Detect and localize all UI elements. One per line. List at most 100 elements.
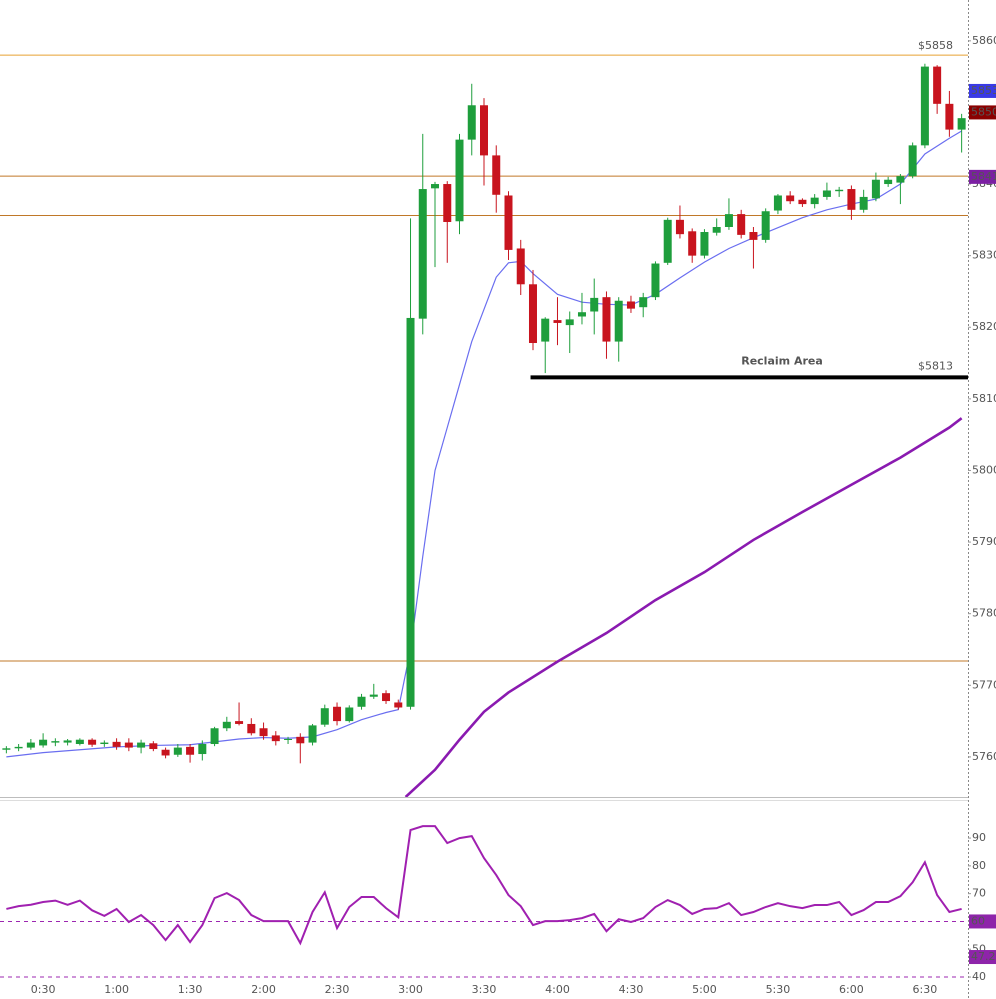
candle-body	[124, 742, 133, 748]
candle-body	[333, 706, 342, 722]
x-tick-label: 2:00	[251, 983, 276, 996]
candle-body	[271, 735, 280, 742]
candle-body	[933, 66, 942, 104]
candle-body	[626, 301, 635, 309]
candle-body	[88, 739, 97, 745]
candle-body	[553, 320, 562, 323]
x-tick-label: 2:30	[325, 983, 350, 996]
candle-body	[724, 214, 733, 227]
candle-body	[259, 728, 268, 737]
x-tick-label: 3:00	[398, 983, 423, 996]
candle-body	[345, 707, 354, 722]
candle-body	[675, 219, 684, 235]
candle-body	[284, 738, 293, 740]
candle-body	[847, 189, 856, 210]
y-tick-label: 40	[972, 970, 986, 983]
candle-body	[602, 297, 611, 342]
candle-body	[528, 284, 537, 344]
y-tick-label: 5810	[972, 392, 996, 405]
candle-body	[51, 741, 60, 743]
candle-body	[320, 708, 329, 725]
price-pane: $5858 Reclaim Area $5813	[0, 39, 968, 797]
candle-body	[198, 744, 207, 755]
x-tick-label: 5:30	[766, 983, 791, 996]
y-tick-label: 5780	[972, 607, 996, 620]
price-badge	[969, 105, 996, 120]
price-badge	[969, 83, 996, 98]
moving-average	[404, 417, 963, 797]
candle-body	[859, 196, 868, 210]
candle-body	[737, 214, 746, 235]
candle-body	[773, 195, 782, 211]
rsi-line	[6, 825, 962, 946]
candle-body	[822, 190, 831, 197]
x-tick-label: 0:30	[31, 983, 56, 996]
price-badge-label: 5841	[971, 170, 996, 183]
x-tick-label: 1:30	[178, 983, 203, 996]
y-tick-label: 70	[972, 887, 986, 900]
candle-body	[63, 740, 72, 743]
candle-body	[2, 748, 11, 750]
level-label: $5858	[918, 39, 953, 52]
candle-body	[663, 219, 672, 263]
candle-body	[957, 118, 966, 130]
candle-body	[908, 145, 917, 177]
candle-body	[590, 297, 599, 312]
x-tick-label: 4:00	[545, 983, 570, 996]
candle-body	[222, 721, 231, 729]
candle-body	[639, 297, 648, 308]
y-tick-label: 5790	[972, 535, 996, 548]
rsi-pane	[0, 825, 968, 978]
candle-body	[541, 318, 550, 342]
candle-body	[920, 66, 929, 146]
candle-body	[896, 176, 905, 183]
price-badge	[969, 169, 996, 184]
candle-body	[14, 746, 23, 749]
candle-body	[945, 103, 954, 130]
x-tick-label: 5:00	[692, 983, 717, 996]
candle-body	[247, 723, 256, 734]
candle-body	[186, 746, 195, 755]
y-tick-label: 5800	[972, 463, 996, 476]
price-badge-label: 5850	[971, 105, 996, 118]
x-tick-label: 3:30	[472, 983, 497, 996]
price-badge-label: 47.2	[971, 950, 996, 963]
candle-body	[480, 105, 488, 156]
candle-body	[712, 226, 721, 233]
y-tick-label: 5860	[972, 34, 996, 47]
candle-body	[651, 263, 660, 298]
candle-body	[394, 702, 403, 708]
candle-body	[884, 179, 893, 185]
candle-body	[161, 749, 170, 756]
candle-body	[761, 211, 770, 240]
candle-body	[235, 721, 244, 724]
candle-body	[798, 199, 807, 205]
y-tick-label: 5770	[972, 678, 996, 691]
y-tick-label: 5820	[972, 320, 996, 333]
candle-body	[137, 742, 146, 748]
candle-body	[614, 300, 623, 342]
y-tick-label: 5760	[972, 750, 996, 763]
candle-body	[100, 742, 109, 745]
annotation-label: $5813	[918, 359, 953, 372]
candle-body	[443, 184, 452, 222]
candle-body	[688, 231, 697, 256]
candle-body	[492, 155, 501, 195]
price-badge	[969, 914, 996, 929]
candle-body	[749, 232, 758, 240]
price-badge-label: 60	[971, 914, 985, 927]
candle-body	[149, 743, 158, 750]
candle-body	[835, 189, 844, 192]
candle-body	[431, 184, 440, 189]
candle-body	[308, 725, 317, 743]
price-badge-label: 5853	[971, 84, 996, 97]
y-tick-label: 5830	[972, 249, 996, 262]
candle-body	[577, 312, 586, 317]
candle-body	[455, 139, 464, 222]
candle-body	[810, 197, 819, 205]
x-tick-label: 1:00	[104, 983, 129, 996]
candle-body	[406, 317, 415, 707]
candle-body	[871, 179, 880, 199]
